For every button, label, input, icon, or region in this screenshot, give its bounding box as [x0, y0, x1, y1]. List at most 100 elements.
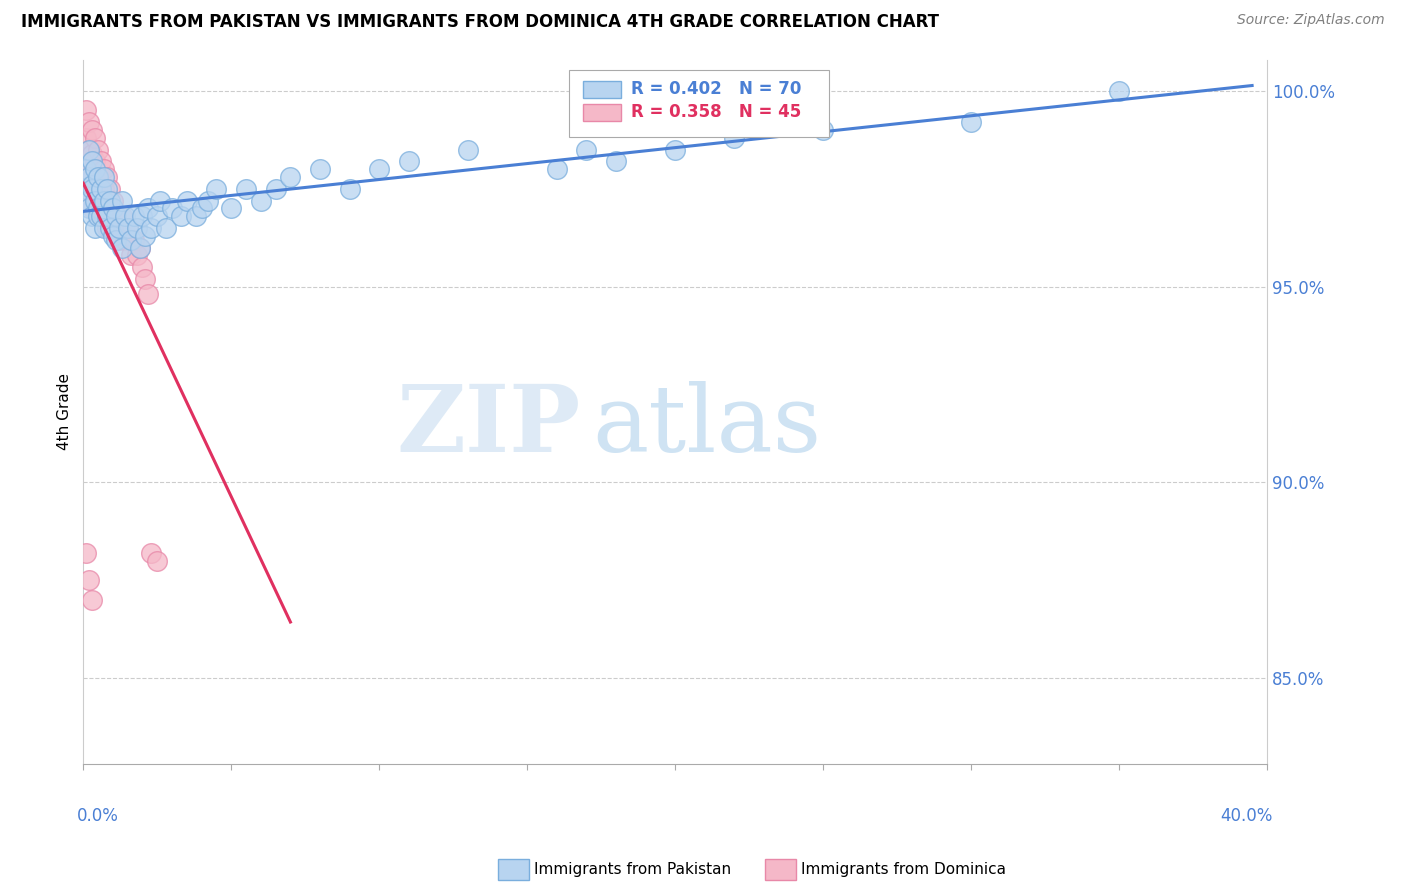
Point	[960, 115, 983, 129]
Point	[98, 221, 121, 235]
Point	[75, 182, 97, 196]
Point	[170, 209, 193, 223]
Point	[134, 272, 156, 286]
FancyBboxPatch shape	[568, 70, 830, 137]
Text: R = 0.358   N = 45: R = 0.358 N = 45	[631, 103, 801, 121]
Point	[128, 240, 150, 254]
Point	[90, 209, 112, 223]
Point	[146, 554, 169, 568]
Point	[117, 221, 139, 235]
Point	[219, 202, 242, 216]
Text: ZIP: ZIP	[396, 381, 581, 471]
Point	[77, 194, 100, 208]
Text: 40.0%: 40.0%	[1220, 806, 1272, 824]
Point	[82, 202, 104, 216]
Point	[811, 123, 834, 137]
Point	[339, 182, 361, 196]
Point	[280, 169, 302, 184]
Point	[90, 209, 112, 223]
Text: Immigrants from Pakistan: Immigrants from Pakistan	[534, 863, 731, 877]
Point	[398, 154, 420, 169]
Text: Immigrants from Dominica: Immigrants from Dominica	[801, 863, 1007, 877]
Point	[75, 103, 97, 118]
Point	[84, 182, 107, 196]
Point	[87, 209, 110, 223]
Point	[146, 209, 169, 223]
Point	[205, 182, 228, 196]
Point	[138, 287, 160, 301]
Point	[309, 162, 332, 177]
Point	[77, 169, 100, 184]
Point	[93, 182, 115, 196]
Point	[104, 209, 127, 223]
Point	[664, 143, 686, 157]
Point	[176, 194, 198, 208]
Point	[575, 143, 598, 157]
Point	[101, 194, 124, 208]
Point	[111, 194, 134, 208]
Point	[93, 169, 115, 184]
Point	[120, 233, 142, 247]
Text: 0.0%: 0.0%	[77, 806, 120, 824]
Point	[84, 131, 107, 145]
Point	[82, 182, 104, 196]
Point	[87, 202, 110, 216]
Point	[77, 115, 100, 129]
Point	[723, 131, 745, 145]
Point	[155, 221, 177, 235]
Point	[96, 221, 118, 235]
Point	[368, 162, 391, 177]
Point	[93, 194, 115, 208]
Point	[546, 162, 568, 177]
Point	[75, 169, 97, 184]
Point	[264, 182, 287, 196]
Point	[138, 202, 160, 216]
Text: Source: ZipAtlas.com: Source: ZipAtlas.com	[1237, 13, 1385, 28]
Point	[96, 194, 118, 208]
Point	[101, 228, 124, 243]
Point	[90, 182, 112, 196]
Point	[77, 202, 100, 216]
Point	[82, 146, 104, 161]
Point	[87, 143, 110, 157]
Point	[96, 182, 118, 196]
Point	[125, 248, 148, 262]
Point	[93, 209, 115, 223]
Point	[96, 209, 118, 223]
Point	[120, 248, 142, 262]
Text: IMMIGRANTS FROM PAKISTAN VS IMMIGRANTS FROM DOMINICA 4TH GRADE CORRELATION CHART: IMMIGRANTS FROM PAKISTAN VS IMMIGRANTS F…	[21, 13, 939, 31]
Y-axis label: 4th Grade: 4th Grade	[58, 374, 72, 450]
Point	[93, 162, 115, 177]
Point	[114, 233, 136, 247]
Point	[605, 154, 627, 169]
Point	[82, 169, 104, 184]
Point	[82, 178, 104, 192]
Point	[82, 209, 104, 223]
Point	[75, 194, 97, 208]
Point	[82, 123, 104, 137]
Point	[98, 209, 121, 223]
Point	[82, 154, 104, 169]
Point	[87, 194, 110, 208]
Point	[117, 221, 139, 235]
Point	[197, 194, 219, 208]
Point	[96, 169, 118, 184]
Point	[82, 592, 104, 607]
Text: R = 0.402   N = 70: R = 0.402 N = 70	[631, 80, 801, 98]
Point	[84, 221, 107, 235]
FancyBboxPatch shape	[582, 81, 620, 97]
Point	[131, 209, 153, 223]
FancyBboxPatch shape	[582, 104, 620, 121]
Point	[101, 202, 124, 216]
Point	[141, 221, 163, 235]
Point	[125, 221, 148, 235]
Point	[77, 169, 100, 184]
Point	[184, 209, 207, 223]
Point	[84, 194, 107, 208]
Point	[75, 131, 97, 145]
Point	[250, 194, 273, 208]
Point	[77, 143, 100, 157]
Point	[128, 240, 150, 254]
Point	[122, 233, 145, 247]
Point	[75, 154, 97, 169]
